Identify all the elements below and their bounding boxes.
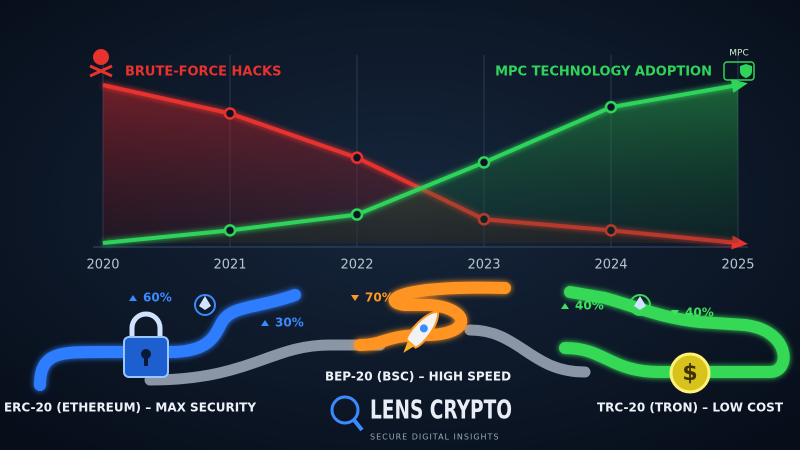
network-stat: 40% <box>575 299 604 313</box>
stat-arrow <box>261 320 269 326</box>
stat-arrow <box>351 295 359 301</box>
data-point <box>350 151 364 164</box>
logo-mark <box>330 395 364 432</box>
pipe-bep20 <box>354 281 511 351</box>
series-arrowhead <box>730 79 748 93</box>
x-tick-label: 2021 <box>213 258 246 273</box>
x-tick-label: 2020 <box>86 258 119 273</box>
skull-icon <box>89 49 113 78</box>
rocket-icon <box>403 310 439 353</box>
network-stat: 70% <box>365 291 394 305</box>
x-tick-label: 2022 <box>340 258 373 273</box>
pipe-trc20 <box>559 286 790 378</box>
pipe-connector <box>144 339 386 386</box>
legend-label: BRUTE-FORCE HACKS <box>125 65 281 80</box>
stat-arrow <box>129 295 137 301</box>
network-stat: 30% <box>275 316 304 330</box>
data-point <box>477 156 491 169</box>
icon-label: MPC <box>729 49 748 59</box>
pipe-connector <box>464 324 591 378</box>
stat-arrow <box>671 310 679 316</box>
shield-icon <box>723 61 755 81</box>
logo-tagline: SECURE DIGITAL INSIGHTS <box>370 433 500 442</box>
network-label: BEP-20 (BSC) – HIGH SPEED <box>325 370 511 384</box>
logo-name: LENS CRYPTO <box>370 396 512 426</box>
x-tick-label: 2025 <box>721 258 754 273</box>
x-tick-label: 2023 <box>467 258 500 273</box>
network-notes: ERC-20 (ETHEREUM) – MAX SECURITY 60% 30% BE… <box>4 291 784 415</box>
pipes <box>34 281 790 391</box>
data-point <box>223 224 237 237</box>
coin-icon: $ <box>669 352 711 394</box>
ethereum-pins <box>194 294 651 316</box>
x-tick-label: 2024 <box>594 258 627 273</box>
svg-text:$: $ <box>682 361 697 386</box>
series-line <box>102 83 739 245</box>
data-point <box>604 100 618 114</box>
lock-icon <box>123 311 169 378</box>
chart: 2020 2021 2022 2023 2024 2025 BRUTE-FORCE HACK… <box>86 55 755 273</box>
network-label: ERC-20 (ETHEREUM) – MAX SECURITY <box>4 401 256 415</box>
network-label: TRC-20 (TRON) – LOW COST <box>597 401 784 415</box>
stat-arrow <box>561 303 569 309</box>
data-point <box>223 107 237 120</box>
legend-label: MPC TECHNOLOGY ADOPTION <box>495 65 712 80</box>
pipe-erc20 <box>34 289 301 391</box>
network-stat: 60% <box>143 291 172 305</box>
network-stat: 40% <box>685 306 714 320</box>
series-area <box>103 85 738 243</box>
data-point <box>350 208 364 221</box>
